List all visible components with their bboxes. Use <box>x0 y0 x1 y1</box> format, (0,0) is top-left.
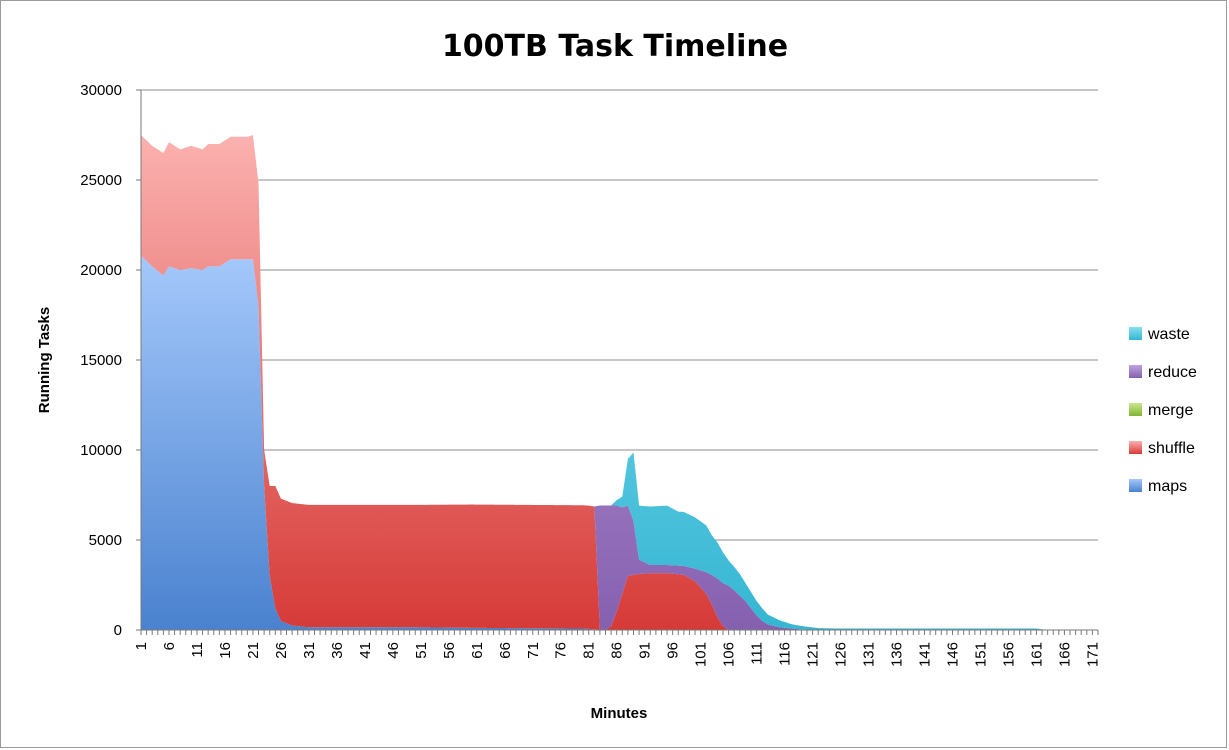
y-tick-label: 25000 <box>80 172 122 189</box>
x-tick-label: 51 <box>413 642 430 659</box>
x-tick-label: 56 <box>441 642 458 659</box>
legend-label-maps: maps <box>1148 478 1187 495</box>
y-tick-label: 0 <box>114 622 122 639</box>
x-tick-label: 101 <box>693 642 710 667</box>
x-tick-label: 16 <box>217 642 234 659</box>
chart-title: 100TB Task Timeline <box>442 29 788 64</box>
x-tick-label: 76 <box>553 642 570 659</box>
series-area-maps <box>141 255 1098 630</box>
x-tick-label: 21 <box>245 642 262 659</box>
series-areas <box>141 135 1098 630</box>
legend-swatch-maps <box>1129 479 1142 492</box>
y-axis-title: Running Tasks <box>36 307 53 413</box>
x-tick-label: 86 <box>609 642 626 659</box>
x-tick-label: 96 <box>665 642 682 659</box>
x-tick-label: 136 <box>889 642 906 667</box>
y-tick-label: 5000 <box>89 532 122 549</box>
x-tick-label: 171 <box>1084 642 1101 667</box>
x-tick-label: 151 <box>972 642 989 667</box>
legend-label-reduce: reduce <box>1148 364 1197 381</box>
series-area-shuffle <box>141 135 1098 630</box>
y-tick-label: 30000 <box>80 82 122 99</box>
legend-swatch-shuffle <box>1129 441 1142 454</box>
x-tick-label: 61 <box>469 642 486 659</box>
legend-label-merge: merge <box>1148 402 1193 419</box>
x-tick-label: 91 <box>637 642 654 659</box>
x-tick-labels: 1 6 11 16 21 26 31 36 41 46 51 56 61 66 71 76 81 86 91 96 10… <box>133 642 1101 667</box>
legend-label-waste: waste <box>1147 326 1190 343</box>
x-tick-label: 66 <box>497 642 514 659</box>
x-tick-label: 131 <box>861 642 878 667</box>
legend-swatch-reduce <box>1129 365 1142 378</box>
x-tick-label: 106 <box>721 642 738 667</box>
x-tick-label: 41 <box>357 642 374 659</box>
y-tick-label: 20000 <box>80 262 122 279</box>
x-tick-label: 71 <box>525 642 542 659</box>
x-tick-label: 31 <box>301 642 318 659</box>
x-tick-label: 111 <box>749 642 766 665</box>
gridlines <box>141 89 1098 541</box>
legend-swatch-waste <box>1129 327 1142 340</box>
x-tick-label: 141 <box>917 642 934 667</box>
series-area-reduce <box>141 135 1098 630</box>
x-tick-label: 81 <box>581 642 598 659</box>
x-tick-label: 146 <box>944 642 961 667</box>
x-tick-label: 126 <box>833 642 850 667</box>
x-tick-label: 166 <box>1056 642 1073 667</box>
y-tick-label: 15000 <box>80 352 122 369</box>
x-axis-title: Minutes <box>591 705 648 722</box>
y-tick-labels: 0 5000 10000 15000 20000 25000 30000 <box>80 82 122 639</box>
x-tick-label: 116 <box>777 642 794 666</box>
axes <box>136 89 1099 635</box>
x-tick-label: 121 <box>805 642 822 667</box>
x-tick-label: 6 <box>161 642 178 650</box>
x-tick-label: 161 <box>1028 642 1045 667</box>
legend-label-shuffle: shuffle <box>1148 440 1195 457</box>
x-tick-label: 11 <box>189 642 206 658</box>
x-tick-label: 156 <box>1000 642 1017 667</box>
legend: waste reduce merge shuffle maps <box>1129 326 1197 495</box>
x-tick-label: 1 <box>133 642 150 650</box>
x-tick-label: 36 <box>329 642 346 659</box>
x-tick-label: 26 <box>273 642 290 659</box>
y-tick-label: 10000 <box>80 442 122 459</box>
x-tick-label: 46 <box>385 642 402 659</box>
legend-swatch-merge <box>1129 403 1142 416</box>
